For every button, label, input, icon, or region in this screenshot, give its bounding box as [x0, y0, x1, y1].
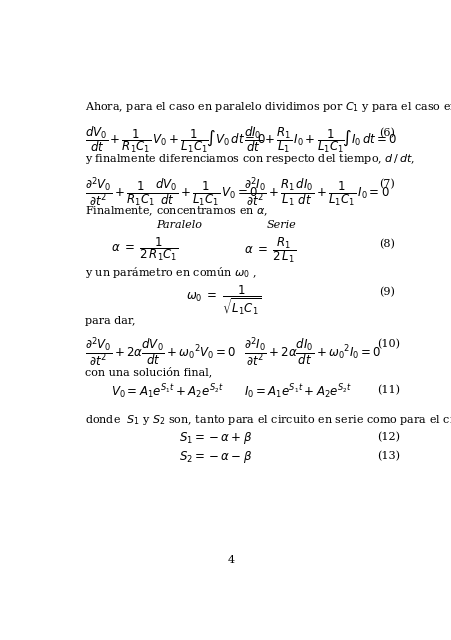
Text: $\dfrac{dV_0}{dt}+\dfrac{1}{R_1C_1}\,V_0+\dfrac{1}{L_1C_1}\!\int V_0\,dt=0$: $\dfrac{dV_0}{dt}+\dfrac{1}{R_1C_1}\,V_0…	[84, 125, 265, 156]
Text: $I_0=A_1e^{S_1t}+A_2e^{S_2t}$: $I_0=A_1e^{S_1t}+A_2e^{S_2t}$	[244, 382, 351, 401]
Text: 4: 4	[228, 555, 235, 565]
Text: (7): (7)	[378, 179, 394, 189]
Text: $\dfrac{\partial^2 V_0}{\partial t^2}+\dfrac{1}{R_1C_1}\dfrac{dV_0}{dt}+\dfrac{1: $\dfrac{\partial^2 V_0}{\partial t^2}+\d…	[84, 175, 257, 209]
Text: (6): (6)	[378, 127, 394, 138]
Text: $V_0=A_1e^{S_1t}+A_2e^{S_2t}$: $V_0=A_1e^{S_1t}+A_2e^{S_2t}$	[110, 382, 223, 401]
Text: Ahora, para el caso en paralelo dividimos por $C_1$ y para el caso en serie divi: Ahora, para el caso en paralelo dividimo…	[84, 100, 451, 114]
Text: $\dfrac{\partial^2 I_0}{\partial t^2}+\dfrac{R_1}{L_1}\dfrac{dI_0}{dt}+\dfrac{1}: $\dfrac{\partial^2 I_0}{\partial t^2}+\d…	[244, 175, 389, 209]
Text: y un parámetro en común $\omega_0$ ,: y un parámetro en común $\omega_0$ ,	[84, 265, 256, 280]
Text: $S_2=-\alpha-\beta$: $S_2=-\alpha-\beta$	[179, 449, 252, 465]
Text: con una solución final,: con una solución final,	[84, 366, 212, 377]
Text: $\alpha\;=\;\dfrac{R_1}{2\,L_1}$: $\alpha\;=\;\dfrac{R_1}{2\,L_1}$	[244, 236, 295, 266]
Text: Serie: Serie	[266, 220, 296, 230]
Text: Paralelo: Paralelo	[156, 220, 202, 230]
Text: donde  $S_1$ y $S_2$ son, tanto para el circuito en serie como para el circuito : donde $S_1$ y $S_2$ son, tanto para el c…	[84, 413, 451, 427]
Text: para dar,: para dar,	[84, 316, 135, 326]
Text: $\alpha\;=\;\dfrac{1}{2\,R_1C_1}$: $\alpha\;=\;\dfrac{1}{2\,R_1C_1}$	[110, 236, 178, 263]
Text: $S_1=-\alpha+\beta$: $S_1=-\alpha+\beta$	[179, 430, 252, 446]
Text: (11): (11)	[376, 385, 399, 396]
Text: $\dfrac{\partial^2 I_0}{\partial t^2}+2\alpha\dfrac{dI_0}{dt}+\omega_0{}^{2}I_0=: $\dfrac{\partial^2 I_0}{\partial t^2}+2\…	[244, 335, 381, 369]
Text: (9): (9)	[378, 287, 394, 297]
Text: $\dfrac{\partial^2 V_0}{\partial t^2}+2\alpha\dfrac{dV_0}{dt}+\omega_0{}^{2}V_0=: $\dfrac{\partial^2 V_0}{\partial t^2}+2\…	[84, 335, 235, 369]
Text: Finalmente, concentramos en $\alpha$,: Finalmente, concentramos en $\alpha$,	[84, 205, 267, 218]
Text: $\omega_0\;=\;\dfrac{1}{\sqrt{L_1C_1}}$: $\omega_0\;=\;\dfrac{1}{\sqrt{L_1C_1}}$	[186, 284, 261, 317]
Text: (8): (8)	[378, 239, 394, 249]
Text: (13): (13)	[376, 451, 399, 461]
Text: $\dfrac{dI_0}{dt}+\dfrac{R_1}{L_1}\,I_0+\dfrac{1}{L_1C_1}\!\int I_0\,dt=0$: $\dfrac{dI_0}{dt}+\dfrac{R_1}{L_1}\,I_0+…	[244, 125, 396, 156]
Text: (12): (12)	[376, 432, 399, 442]
Text: (10): (10)	[376, 339, 399, 349]
Text: y finalmente diferenciamos con respecto del tiempo, $d\,/\,dt$,: y finalmente diferenciamos con respecto …	[84, 152, 414, 166]
